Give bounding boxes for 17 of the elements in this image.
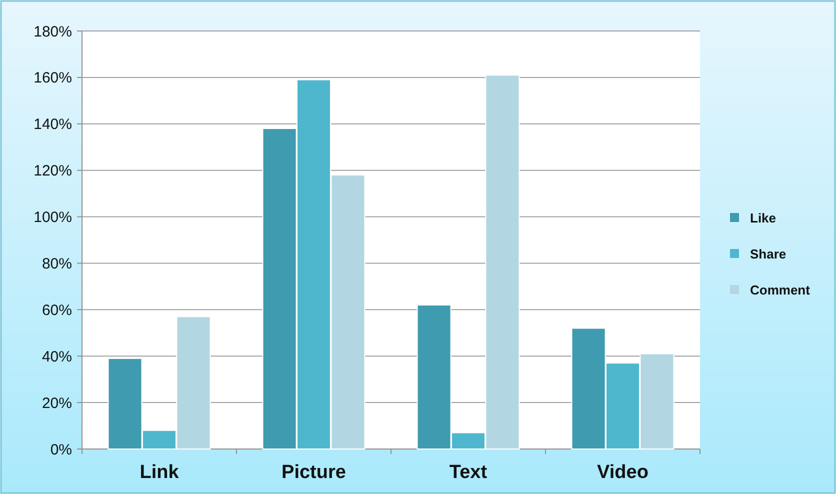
x-tick-label: Link (140, 462, 180, 483)
y-tick-label: 80% (42, 255, 72, 272)
y-tick-label: 120% (34, 162, 72, 180)
y-tick-label: 20% (42, 394, 72, 412)
x-tick-label: Text (449, 462, 488, 483)
y-tick-label: 60% (42, 302, 72, 319)
x-tick-label: Video (597, 462, 648, 483)
y-tick-label: 160% (34, 70, 72, 87)
y-tick-label: 180% (34, 23, 72, 40)
y-tick-label: 0% (50, 441, 72, 458)
x-tick-label: Picture (282, 462, 346, 483)
y-tick-label: 140% (34, 116, 72, 134)
legend-label: Comment (750, 282, 811, 298)
legend-label: Like (750, 210, 776, 226)
legend-label: Share (750, 246, 786, 262)
y-tick-label: 40% (42, 348, 72, 366)
y-tick-label: 100% (34, 209, 72, 226)
